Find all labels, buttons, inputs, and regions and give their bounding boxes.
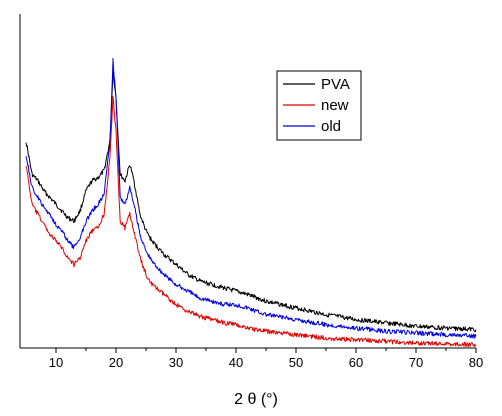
- series-line-pva: [25, 70, 477, 333]
- x-tick-label: 10: [49, 355, 63, 370]
- legend-label: old: [321, 118, 341, 135]
- legend-label: PVA: [321, 76, 350, 93]
- series-line-old: [25, 58, 477, 339]
- x-tick-label: 20: [109, 355, 123, 370]
- x-tick-label: 50: [289, 355, 303, 370]
- x-ticks: 10 20 30 40 50 60 70 80: [49, 348, 483, 370]
- legend-items: PVA new old: [283, 76, 350, 135]
- series-layer: [25, 58, 477, 348]
- plot-area: 10 20 30 40 50 60 70 80: [19, 14, 483, 370]
- legend-label: new: [321, 97, 349, 114]
- series-line-new: [25, 96, 477, 348]
- x-tick-label: 40: [229, 355, 243, 370]
- x-tick-label: 70: [409, 355, 423, 370]
- x-tick-label: 80: [469, 355, 483, 370]
- x-axis-title: 2 θ (°): [234, 391, 278, 408]
- x-tick-label: 60: [349, 355, 363, 370]
- x-tick-label: 30: [169, 355, 183, 370]
- legend: PVA new old: [276, 70, 362, 141]
